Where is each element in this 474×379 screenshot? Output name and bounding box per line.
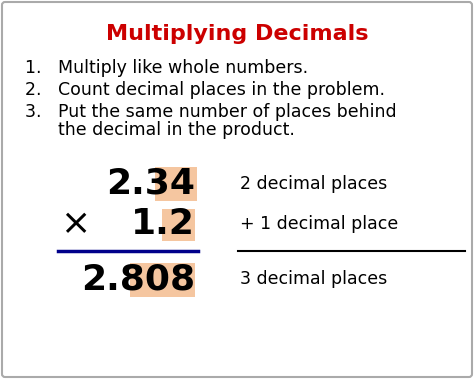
Text: 3.   Put the same number of places behind: 3. Put the same number of places behind <box>25 103 397 121</box>
Bar <box>155 167 197 201</box>
Bar <box>162 209 195 241</box>
Text: 2.808: 2.808 <box>81 262 195 296</box>
Text: Multiplying Decimals: Multiplying Decimals <box>106 24 368 44</box>
Text: the decimal in the product.: the decimal in the product. <box>25 121 295 139</box>
Text: + 1 decimal place: + 1 decimal place <box>240 215 398 233</box>
Text: 2.   Count decimal places in the problem.: 2. Count decimal places in the problem. <box>25 81 385 99</box>
Text: 2 decimal places: 2 decimal places <box>240 175 387 193</box>
Text: 3 decimal places: 3 decimal places <box>240 270 387 288</box>
Text: 2.34: 2.34 <box>106 167 195 201</box>
Bar <box>130 263 195 297</box>
Text: 1.   Multiply like whole numbers.: 1. Multiply like whole numbers. <box>25 59 308 77</box>
Text: ×: × <box>60 207 90 241</box>
Text: 1.2: 1.2 <box>131 207 195 241</box>
